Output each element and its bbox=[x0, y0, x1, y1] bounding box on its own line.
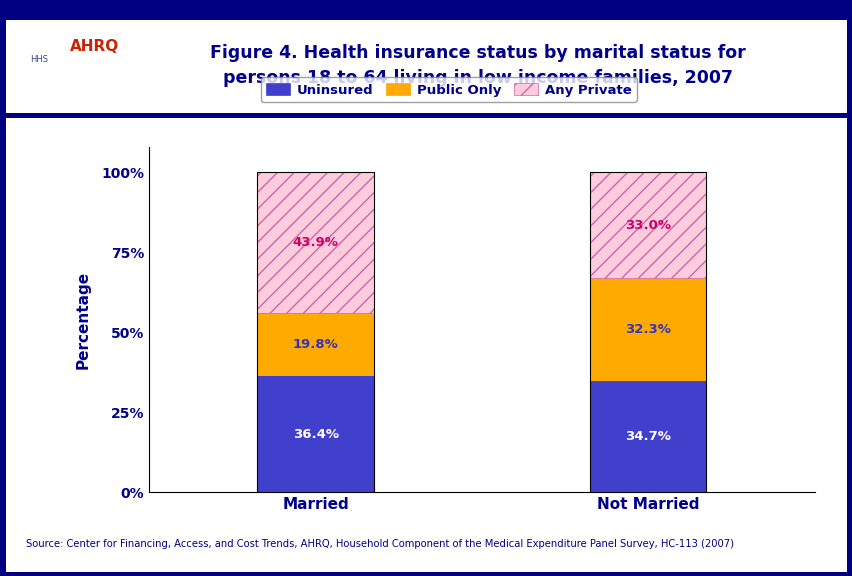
Text: 36.4%: 36.4% bbox=[292, 428, 338, 441]
Text: 34.7%: 34.7% bbox=[625, 430, 671, 444]
Bar bbox=[257, 313, 373, 376]
Bar bbox=[257, 172, 373, 313]
Text: Figure 4. Health insurance status by marital status for
persons 18 to 64 living : Figure 4. Health insurance status by mar… bbox=[210, 44, 745, 88]
Text: Advancing
Excellence in
Health Care: Advancing Excellence in Health Care bbox=[65, 56, 124, 86]
Bar bbox=[257, 172, 373, 492]
Y-axis label: Percentage: Percentage bbox=[75, 271, 90, 369]
Text: 19.8%: 19.8% bbox=[292, 338, 338, 351]
Bar bbox=[257, 376, 373, 492]
Bar bbox=[590, 381, 705, 492]
Text: AHRQ: AHRQ bbox=[70, 39, 119, 54]
Text: 43.9%: 43.9% bbox=[292, 236, 338, 249]
Text: 32.3%: 32.3% bbox=[625, 323, 671, 336]
Text: 33.0%: 33.0% bbox=[625, 219, 671, 232]
Text: HHS: HHS bbox=[30, 55, 48, 63]
Legend: Uninsured, Public Only, Any Private: Uninsured, Public Only, Any Private bbox=[261, 77, 636, 102]
Bar bbox=[590, 172, 705, 492]
Bar bbox=[590, 278, 705, 381]
Text: Source: Center for Financing, Access, and Cost Trends, AHRQ, Household Component: Source: Center for Financing, Access, an… bbox=[26, 539, 733, 550]
Bar bbox=[590, 172, 705, 278]
